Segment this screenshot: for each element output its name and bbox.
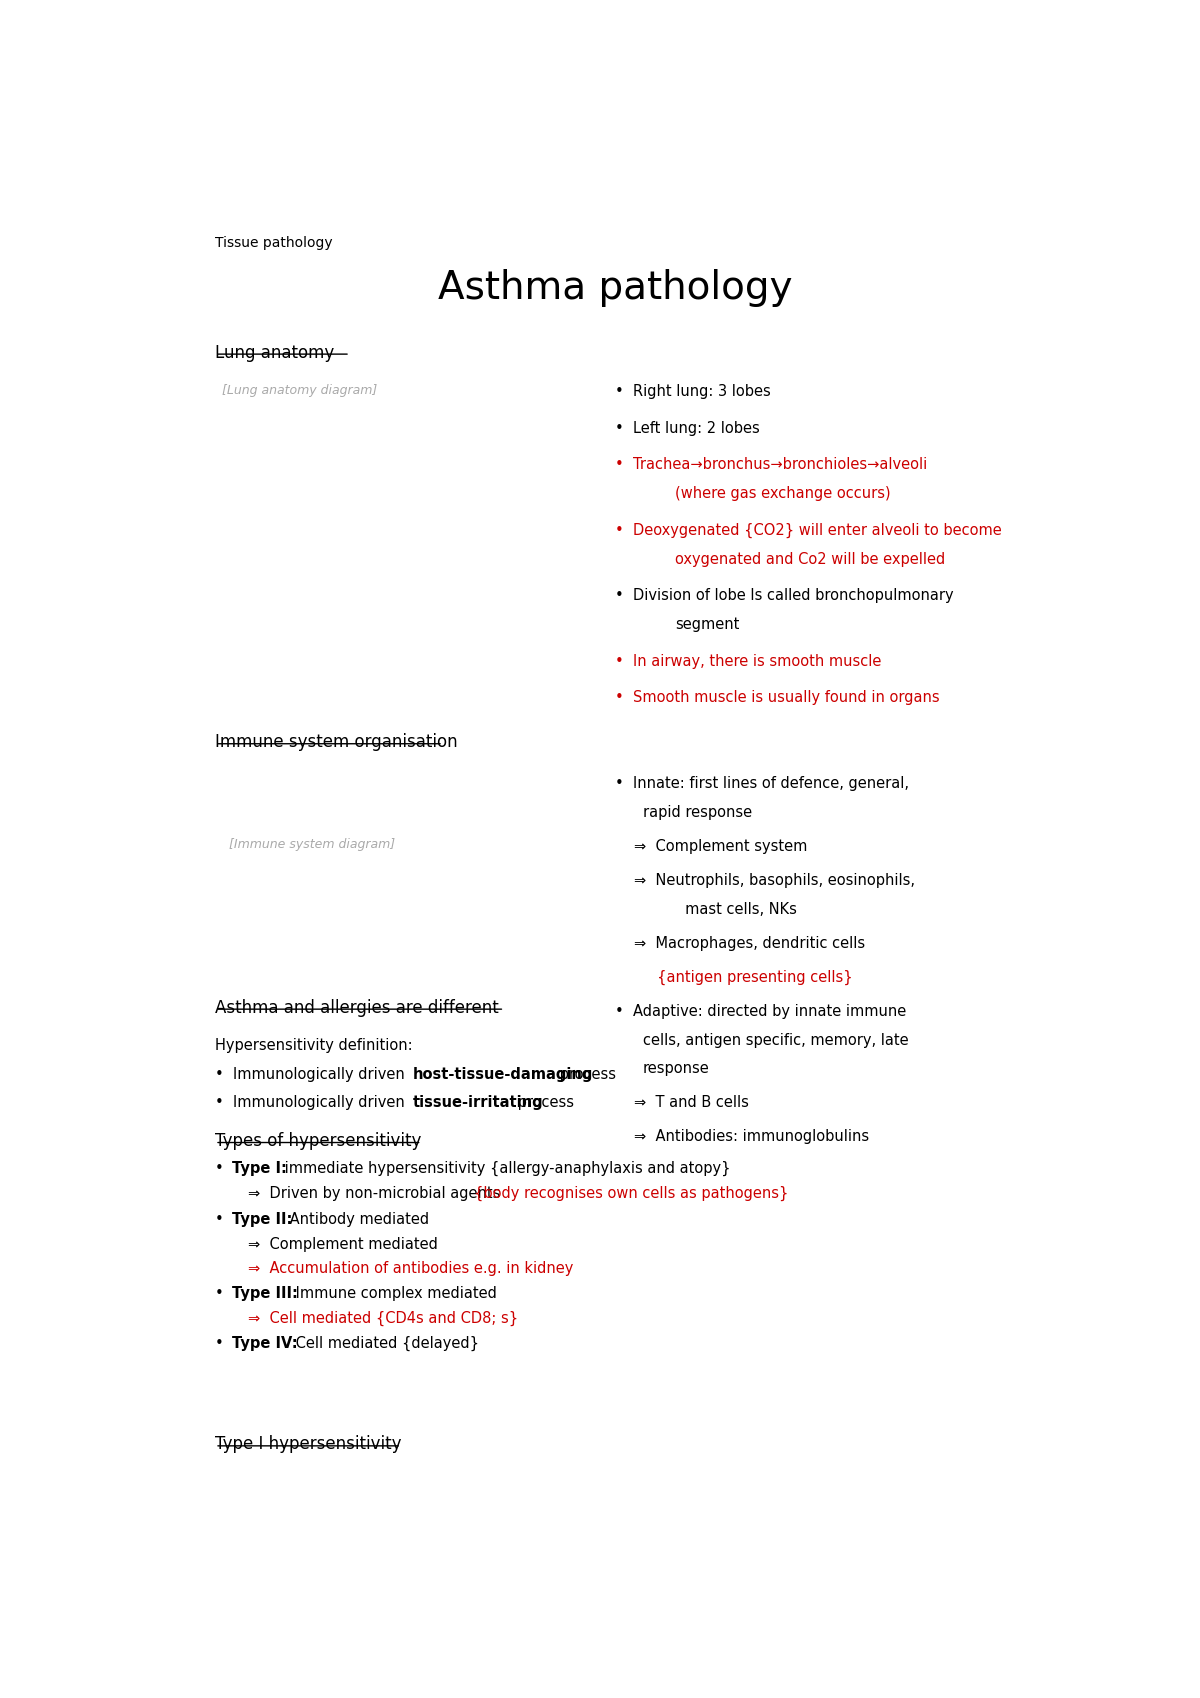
Text: Type I hypersensitivity: Type I hypersensitivity: [215, 1435, 407, 1453]
Text: ⇒  Macrophages, dendritic cells: ⇒ Macrophages, dendritic cells: [634, 936, 865, 951]
Text: ⇒  Neutrophils, basophils, eosinophils,: ⇒ Neutrophils, basophils, eosinophils,: [634, 873, 914, 888]
Text: •  Division of lobe Is called bronchopulmonary: • Division of lobe Is called bronchopulm…: [616, 588, 954, 603]
Text: {antigen presenting cells}: {antigen presenting cells}: [634, 970, 852, 985]
Text: immediate hypersensitivity {allergy-anaphylaxis and atopy}: immediate hypersensitivity {allergy-anap…: [281, 1161, 731, 1177]
Text: ⇒  Complement system: ⇒ Complement system: [634, 839, 806, 854]
Text: tissue-irritating: tissue-irritating: [413, 1095, 542, 1110]
Text: •: •: [215, 1287, 233, 1301]
Text: •  Smooth muscle is usually found in organs: • Smooth muscle is usually found in orga…: [616, 689, 940, 705]
Text: response: response: [643, 1061, 709, 1077]
Text: •  Immunologically driven: • Immunologically driven: [215, 1066, 409, 1082]
Text: Type I:: Type I:: [232, 1161, 287, 1175]
Text: Type II:: Type II:: [232, 1212, 293, 1228]
Text: Asthma pathology: Asthma pathology: [438, 270, 792, 307]
Text: ⇒  Accumulation of antibodies e.g. in kidney: ⇒ Accumulation of antibodies e.g. in kid…: [247, 1262, 574, 1277]
Text: Immune system organisation: Immune system organisation: [215, 734, 463, 751]
Text: process: process: [512, 1095, 574, 1110]
Text: ⇒  Cell mediated {CD4s and CD8; s}: ⇒ Cell mediated {CD4s and CD8; s}: [247, 1311, 517, 1326]
Text: mast cells, NKs: mast cells, NKs: [661, 902, 797, 917]
Text: cells, antigen specific, memory, late: cells, antigen specific, memory, late: [643, 1032, 908, 1048]
Text: Tissue pathology: Tissue pathology: [215, 236, 332, 250]
Text: •: •: [215, 1161, 233, 1175]
Text: •  Immunologically driven: • Immunologically driven: [215, 1095, 409, 1110]
Text: [Immune system diagram]: [Immune system diagram]: [229, 839, 395, 851]
Text: [Lung anatomy diagram]: [Lung anatomy diagram]: [222, 384, 378, 397]
Text: •  In airway, there is smooth muscle: • In airway, there is smooth muscle: [616, 654, 881, 669]
Text: Lung anatomy: Lung anatomy: [215, 343, 340, 362]
Text: Type III:: Type III:: [232, 1287, 298, 1301]
Text: ⇒  Driven by non-microbial agents: ⇒ Driven by non-microbial agents: [247, 1185, 505, 1200]
Text: •: •: [215, 1336, 233, 1352]
Text: •  Trachea→bronchus→bronchioles→alveoli: • Trachea→bronchus→bronchioles→alveoli: [616, 457, 928, 472]
Text: ⇒  Antibodies: immunoglobulins: ⇒ Antibodies: immunoglobulins: [634, 1129, 869, 1144]
Text: ⇒  T and B cells: ⇒ T and B cells: [634, 1095, 749, 1110]
Text: Antibody mediated: Antibody mediated: [284, 1212, 428, 1228]
Text: Cell mediated {delayed}: Cell mediated {delayed}: [292, 1336, 479, 1352]
Text: Types of hypersensitivity: Types of hypersensitivity: [215, 1133, 427, 1150]
Text: Immune complex mediated: Immune complex mediated: [292, 1287, 497, 1301]
Text: rapid response: rapid response: [643, 805, 752, 820]
Text: •  Innate: first lines of defence, general,: • Innate: first lines of defence, genera…: [616, 776, 910, 791]
Text: ⇒  Complement mediated: ⇒ Complement mediated: [247, 1236, 438, 1251]
Text: Type IV:: Type IV:: [232, 1336, 298, 1352]
Text: •  Deoxygenated {CO2} will enter alveoli to become: • Deoxygenated {CO2} will enter alveoli …: [616, 523, 1002, 538]
Text: •  Adaptive: directed by innate immune: • Adaptive: directed by innate immune: [616, 1004, 906, 1019]
Text: process: process: [554, 1066, 616, 1082]
Text: •: •: [215, 1212, 233, 1228]
Text: Asthma and allergies are different: Asthma and allergies are different: [215, 998, 504, 1017]
Text: Hypersensitivity definition:: Hypersensitivity definition:: [215, 1037, 413, 1053]
Text: (where gas exchange occurs): (where gas exchange occurs): [676, 486, 892, 501]
Text: •  Right lung: 3 lobes: • Right lung: 3 lobes: [616, 384, 770, 399]
Text: {body recognises own cells as pathogens}: {body recognises own cells as pathogens}: [474, 1185, 788, 1200]
Text: oxygenated and Co2 will be expelled: oxygenated and Co2 will be expelled: [676, 552, 946, 567]
Text: •  Left lung: 2 lobes: • Left lung: 2 lobes: [616, 421, 760, 436]
Text: host-tissue-damaging: host-tissue-damaging: [413, 1066, 593, 1082]
Text: segment: segment: [676, 616, 740, 632]
